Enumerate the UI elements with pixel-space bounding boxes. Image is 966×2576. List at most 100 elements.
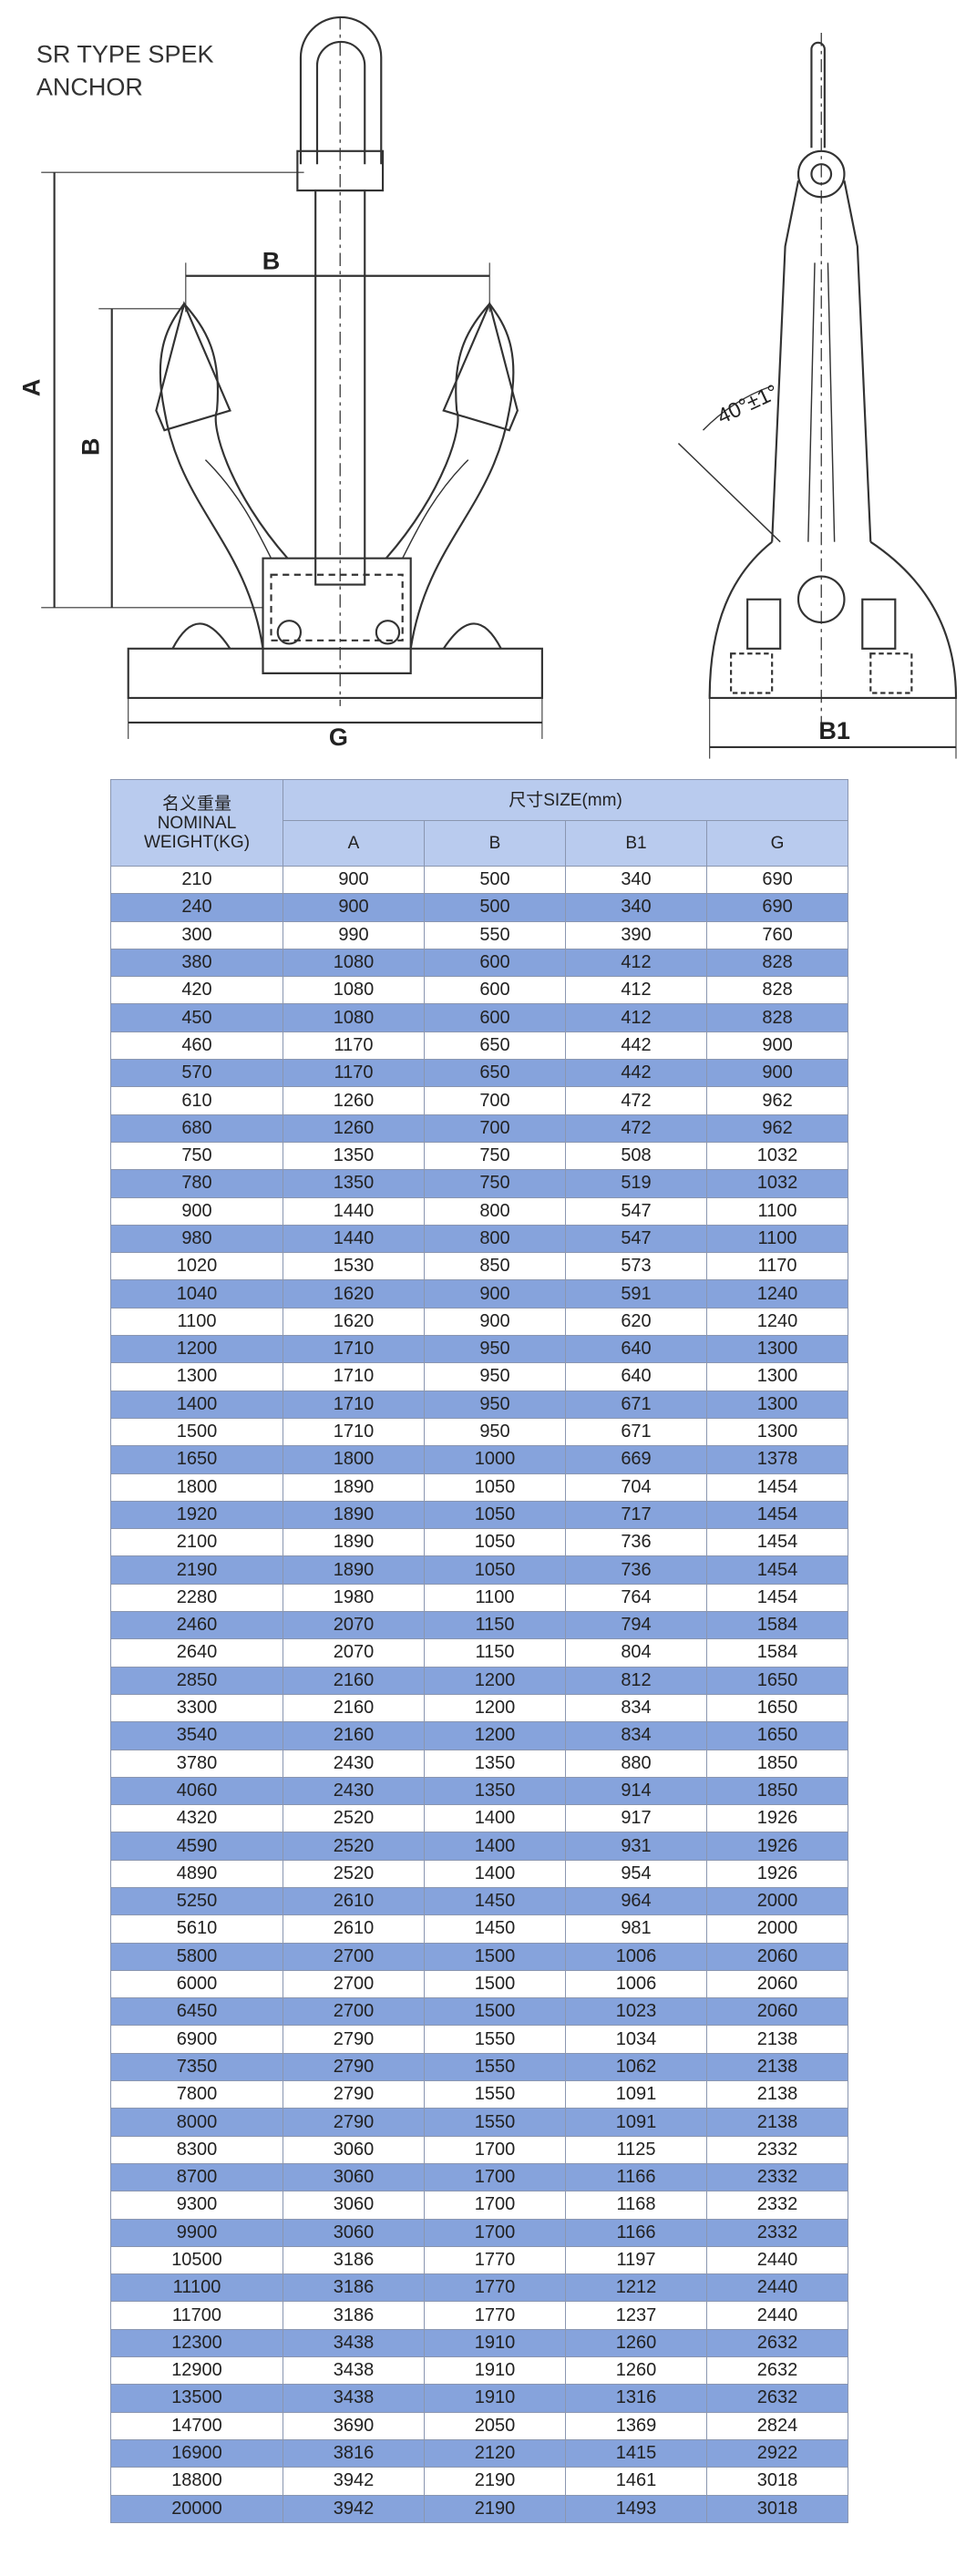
table-cell: 1166 — [565, 2162, 707, 2192]
table-cell: 2160 — [283, 1721, 425, 1750]
table-cell: 2332 — [705, 2135, 849, 2164]
table-cell: 1350 — [424, 1749, 566, 1778]
table-row: 1300 1710 950 640 1300 — [110, 1362, 849, 1391]
table-cell: 1200 — [110, 1335, 283, 1364]
table-cell: 800 — [424, 1196, 566, 1226]
table-cell: 750 — [424, 1169, 566, 1198]
table-cell: 812 — [565, 1666, 707, 1695]
table-cell: 10500 — [110, 2245, 283, 2275]
table-cell: 900 — [424, 1307, 566, 1337]
table-cell: 700 — [424, 1086, 566, 1115]
table-cell: 1350 — [283, 1169, 425, 1198]
header-text: WEIGHT(KG) — [143, 832, 251, 852]
table-cell: 3186 — [283, 2245, 425, 2275]
table-cell: 828 — [705, 1003, 849, 1032]
table-cell: 519 — [565, 1169, 707, 1198]
table-cell: 2790 — [283, 2025, 425, 2054]
table-cell: 1926 — [705, 1832, 849, 1861]
table-row: 11100 3186 1770 1212 2440 — [110, 2273, 849, 2303]
table-cell: 1550 — [424, 2052, 566, 2082]
table-cell: 1650 — [705, 1666, 849, 1695]
table-row: 1920 1890 1050 717 1454 — [110, 1500, 849, 1530]
table-cell: 1170 — [283, 1059, 425, 1088]
table-cell: 2700 — [283, 1969, 425, 1999]
table-cell: 1700 — [424, 2162, 566, 2192]
angle-label: 40°±1° — [714, 380, 782, 428]
table-cell: 690 — [705, 865, 849, 895]
table-cell: 680 — [110, 1114, 283, 1143]
table-row: 4060 2430 1350 914 1850 — [110, 1776, 849, 1806]
table-cell: 1260 — [565, 2328, 707, 2358]
table-cell: 600 — [424, 948, 566, 978]
table-cell: 1100 — [705, 1224, 849, 1254]
table-cell: 3438 — [283, 2328, 425, 2358]
table-cell: 2430 — [283, 1776, 425, 1806]
table-cell: 1500 — [110, 1417, 283, 1447]
table-cell: 1620 — [283, 1307, 425, 1337]
table-row: 420 1080 600 412 828 — [110, 976, 849, 1005]
table-cell: 650 — [424, 1031, 566, 1061]
table-cell: 2160 — [283, 1666, 425, 1695]
table-row: 780 1350 750 519 1032 — [110, 1169, 849, 1198]
header-text: 名义重量 — [161, 794, 231, 814]
table-cell: 1890 — [283, 1555, 425, 1585]
table-cell: 1369 — [565, 2411, 707, 2440]
table-cell: 900 — [283, 865, 425, 895]
table-cell: 962 — [705, 1086, 849, 1115]
table-cell: 1260 — [565, 2356, 707, 2386]
table-cell: 1454 — [705, 1500, 849, 1530]
table-cell: 2160 — [283, 1693, 425, 1723]
table-cell: 2922 — [705, 2438, 849, 2468]
table-cell: 2280 — [110, 1583, 283, 1613]
table-row: 4590 2520 1400 931 1926 — [110, 1832, 849, 1861]
table-row: 240 900 500 340 690 — [110, 893, 849, 922]
table-cell: 1454 — [705, 1583, 849, 1613]
table-cell: 2100 — [110, 1528, 283, 1557]
table-cell: 3060 — [283, 2218, 425, 2247]
table-cell: 5610 — [110, 1914, 283, 1944]
table-cell: 1125 — [565, 2135, 707, 2164]
table-cell: 6000 — [110, 1969, 283, 1999]
table-cell: 2440 — [705, 2273, 849, 2303]
table-cell: 420 — [110, 976, 283, 1005]
table-cell: 704 — [565, 1473, 707, 1502]
table-cell: 2700 — [283, 1997, 425, 2027]
table-cell: 1650 — [705, 1721, 849, 1750]
table-cell: 1440 — [283, 1224, 425, 1254]
table-cell: 2790 — [283, 2080, 425, 2109]
table-cell: 7350 — [110, 2052, 283, 2082]
table-cell: 1850 — [705, 1776, 849, 1806]
table-cell: 3690 — [283, 2411, 425, 2440]
table-row: 2850 2160 1200 812 1650 — [110, 1666, 849, 1695]
table-row: 9900 3060 1700 1166 2332 — [110, 2218, 849, 2247]
table-row: 2640 2070 1150 804 1584 — [110, 1638, 849, 1668]
spec-table: 名义重量 NOMINAL WEIGHT(KG) 尺寸SIZE(mm) A B B1 G 2… — [110, 779, 849, 2523]
table-cell: 2440 — [705, 2245, 849, 2275]
table-cell: 570 — [110, 1059, 283, 1088]
table-cell: 1260 — [283, 1114, 425, 1143]
table-cell: 1240 — [705, 1279, 849, 1309]
table-row: 13500 3438 1910 1316 2632 — [110, 2384, 849, 2413]
table-cell: 804 — [565, 1638, 707, 1668]
table-cell: 1770 — [424, 2301, 566, 2330]
table-cell: 1770 — [424, 2245, 566, 2275]
table-cell: 8300 — [110, 2135, 283, 2164]
table-cell: 1454 — [705, 1555, 849, 1585]
header-text: NOMINAL — [157, 813, 237, 833]
table-cell: 900 — [705, 1059, 849, 1088]
table-cell: 6900 — [110, 2025, 283, 2054]
table-cell: 2050 — [424, 2411, 566, 2440]
table-cell: 750 — [110, 1141, 283, 1171]
table-cell: 2440 — [705, 2301, 849, 2330]
table-cell: 3018 — [705, 2494, 849, 2523]
table-cell: 442 — [565, 1059, 707, 1088]
table-cell: 1400 — [110, 1390, 283, 1419]
table-cell: 764 — [565, 1583, 707, 1613]
table-cell: 2000 — [705, 1886, 849, 1916]
table-cell: 2190 — [424, 2494, 566, 2523]
dim-label: G — [329, 724, 348, 751]
table-row: 4890 2520 1400 954 1926 — [110, 1859, 849, 1888]
table-cell: 14700 — [110, 2411, 283, 2440]
table-cell: 600 — [424, 976, 566, 1005]
table-cell: 2632 — [705, 2356, 849, 2386]
